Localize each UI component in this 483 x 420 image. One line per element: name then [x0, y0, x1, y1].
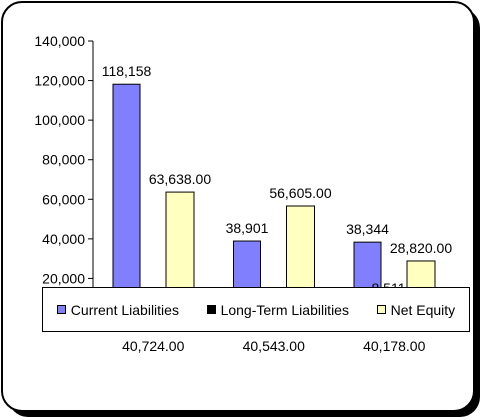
- y-tick-label: 20,000: [42, 270, 85, 286]
- legend-item: Current Liabilities: [56, 301, 179, 318]
- legend-item: Net Equity: [376, 301, 456, 318]
- data-label: 63,638.00: [149, 171, 211, 187]
- y-tick-label: 140,000: [34, 33, 85, 49]
- y-axis: 020,00040,00060,00080,000100,000120,0001…: [34, 33, 94, 326]
- y-tick-label: 120,000: [34, 73, 85, 89]
- category-label: 40,178.00: [363, 338, 426, 354]
- data-label: 38,344: [346, 221, 389, 237]
- category-label: 40,724.00: [122, 338, 185, 354]
- data-label: 56,605.00: [269, 185, 331, 201]
- data-label: 28,820.00: [390, 240, 452, 256]
- data-label: 38,901: [226, 220, 269, 236]
- y-tick-label: 60,000: [42, 191, 85, 207]
- legend-label: Current Liabilities: [70, 301, 179, 318]
- legend-item: Long-Term Liabilities: [206, 301, 349, 318]
- legend-swatch: [376, 305, 386, 314]
- y-tick-label: 40,000: [42, 231, 85, 247]
- category-label: 40,543.00: [242, 338, 305, 354]
- legend-swatch: [56, 305, 66, 314]
- legend-label: Long-Term Liabilities: [220, 301, 349, 318]
- legend-swatch: [206, 305, 216, 314]
- data-label: 118,158: [102, 63, 152, 79]
- bar: [112, 83, 141, 319]
- y-tick-label: 100,000: [34, 112, 85, 128]
- legend: Current Liabilities Long-Term Liabilities…: [42, 287, 470, 332]
- legend-label: Net Equity: [390, 301, 456, 318]
- y-tick-label: 80,000: [42, 152, 85, 168]
